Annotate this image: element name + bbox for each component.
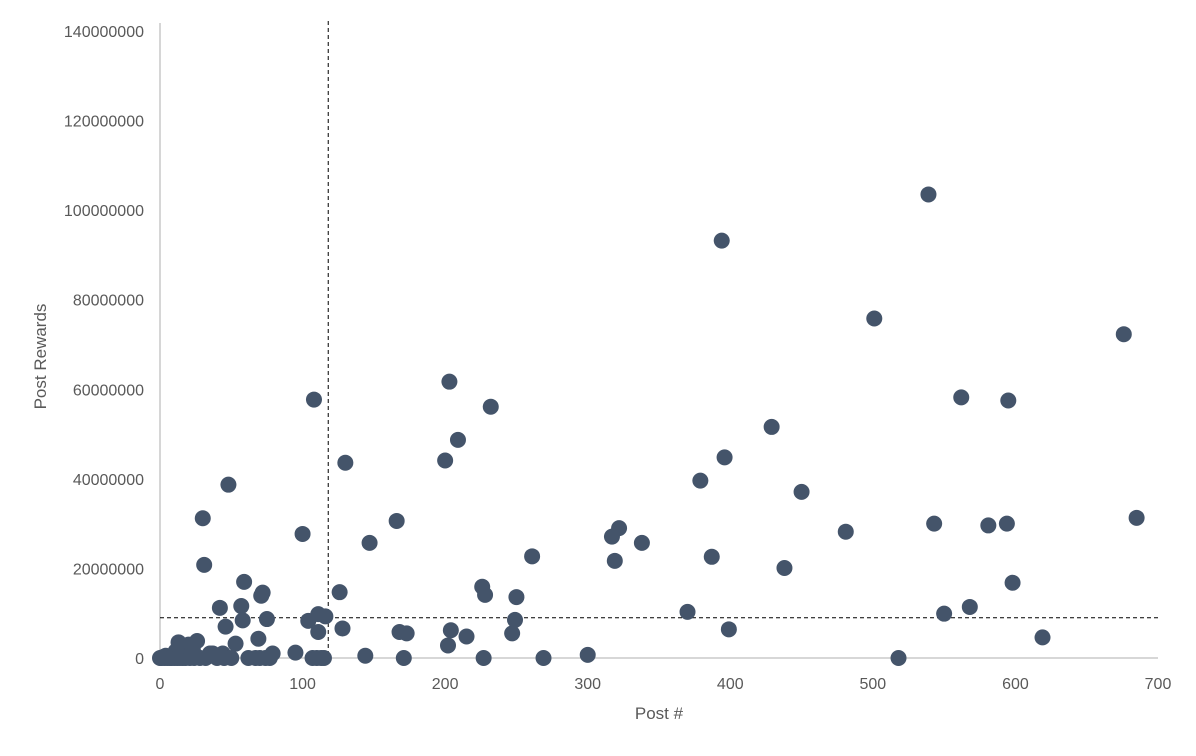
x-axis-title: Post # [635,704,684,723]
scatter-point [211,599,228,616]
scatter-point [361,534,378,551]
scatter-point [331,584,348,601]
x-tick-label: 600 [1002,676,1029,693]
scatter-point [227,635,244,652]
scatter-point [233,598,250,615]
scatter-point [310,624,327,641]
scatter-point [524,548,541,565]
scatter-point [961,598,978,615]
scatter-point [703,548,720,565]
x-tick-labels: 0 100 200 300 400 500 600 700 [156,676,1172,693]
scatter-point [606,552,623,569]
axes [159,23,1158,659]
scatter-point [980,517,997,534]
scatter-point [482,398,499,415]
scatter-point [250,630,267,647]
scatter-point [194,510,211,527]
scatter-point [315,650,332,666]
data-points [152,186,1145,666]
scatter-point [287,644,304,661]
scatter-point [1000,392,1017,409]
y-tick-label: 80000000 [73,293,144,310]
scatter-point [926,515,943,532]
scatter-point [1034,629,1051,646]
x-tick-label: 0 [156,676,165,693]
scatter-point [236,573,253,590]
scatter-point [357,647,374,664]
scatter-point [579,646,596,663]
scatter-point [953,389,970,406]
scatter-point [611,520,628,537]
x-tick-label: 500 [860,676,887,693]
scatter-point [477,586,494,603]
scatter-point [716,449,733,466]
scatter-point [776,559,793,576]
y-tick-label: 60000000 [73,382,144,399]
scatter-point [713,232,730,249]
scatter-point [196,556,213,573]
scatter-point [504,625,521,642]
scatter-point [395,650,412,666]
scatter-point [633,534,650,551]
scatter-point [998,515,1015,532]
scatter-point [1115,326,1132,343]
scatter-point [458,628,475,645]
scatter-point [679,603,696,620]
scatter-point [866,310,883,327]
x-tick-label: 700 [1145,676,1172,693]
scatter-point [264,645,281,662]
scatter-point [254,584,271,601]
scatter-point [223,650,240,666]
scatter-point [334,620,351,637]
scatter-point [442,622,459,639]
x-tick-label: 300 [574,676,601,693]
y-tick-label: 20000000 [73,561,144,578]
y-tick-labels: 0 20000000 40000000 60000000 80000000 1000000… [64,24,144,668]
y-tick-label: 120000000 [64,114,144,131]
scatter-point [217,618,234,635]
scatter-point [920,186,937,203]
scatter-point [441,373,458,390]
x-tick-label: 400 [717,676,744,693]
scatter-point [437,452,454,469]
scatter-point [258,611,275,628]
scatter-point [189,632,206,649]
scatter-point [337,454,354,471]
scatter-point [234,612,251,629]
scatter-point [1004,574,1021,591]
reference-lines [160,21,1158,658]
scatter-point [720,621,737,638]
scatter-point [439,637,456,654]
scatter-point [1128,509,1145,526]
scatter-point [305,391,322,408]
y-tick-label: 140000000 [64,24,144,41]
y-tick-label: 100000000 [64,203,144,220]
scatter-point [449,431,466,448]
scatter-point [507,611,524,628]
y-axis-title: Post Rewards [31,304,50,410]
x-tick-label: 100 [289,676,316,693]
scatter-point [837,523,854,540]
scatter-point [475,650,492,666]
scatter-point [508,589,525,606]
scatter-point [317,608,334,625]
scatter-point [890,650,907,666]
scatter-point [763,418,780,435]
scatter-point [294,525,311,542]
scatter-point [936,605,953,622]
y-tick-label: 40000000 [73,472,144,489]
y-tick-label: 0 [135,651,144,668]
scatter-point [388,512,405,529]
scatter-point [692,472,709,489]
scatter-point [793,483,810,500]
scatter-point [398,625,415,642]
scatter-point [220,476,237,493]
scatter-point [535,650,552,666]
x-tick-label: 200 [432,676,459,693]
